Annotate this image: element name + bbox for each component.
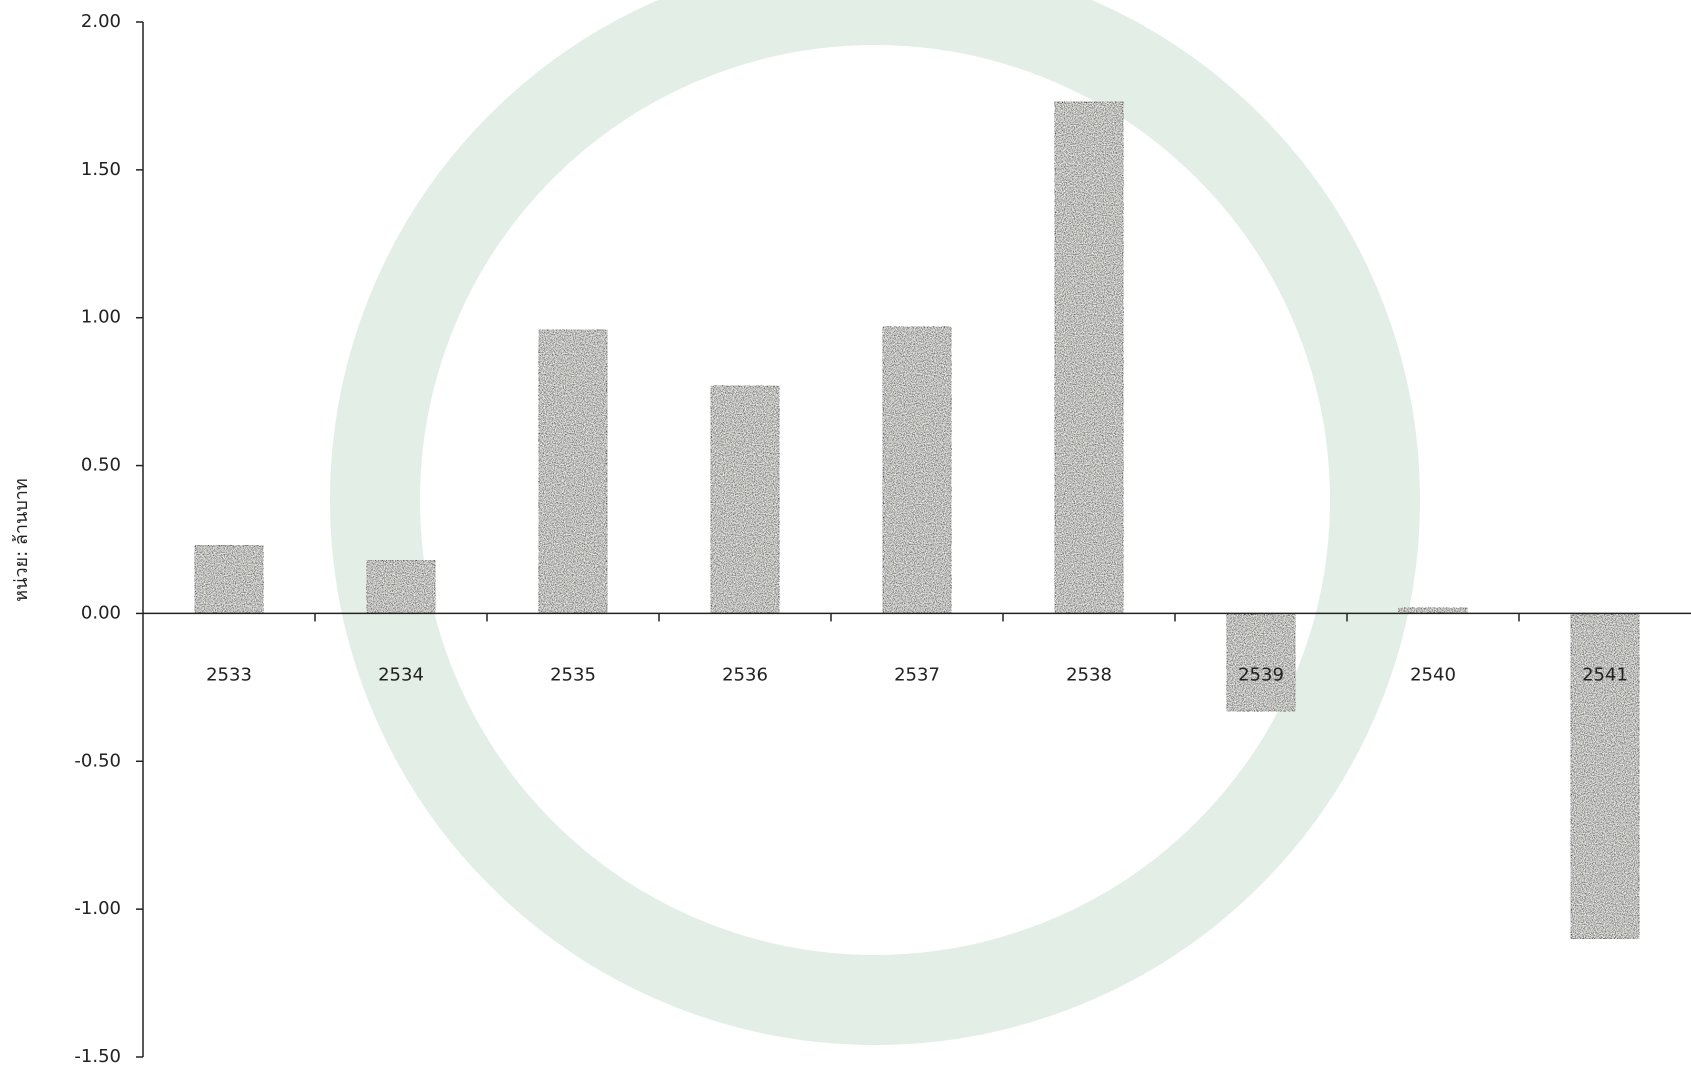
y-tick-label: -1.50 <box>74 1046 121 1067</box>
watermark <box>330 0 1420 1045</box>
x-tick-label: 2540 <box>1410 664 1456 685</box>
x-tick-label: 2541 <box>1582 664 1628 685</box>
x-tick-label: 2536 <box>722 664 768 685</box>
x-tick-label: 2534 <box>378 664 424 685</box>
bar <box>365 559 437 615</box>
y-axis-label: หน่วย: ล้านบาท <box>11 478 32 601</box>
y-tick-label: 2.00 <box>81 11 121 32</box>
bar <box>1569 612 1641 940</box>
bar <box>193 544 265 615</box>
y-tick-label: 0.00 <box>81 602 121 623</box>
x-tick-label: 2533 <box>206 664 252 685</box>
x-tick-label: 2537 <box>894 664 940 685</box>
bar <box>881 325 953 615</box>
x-tick-label: 2535 <box>550 664 596 685</box>
bar <box>537 328 609 615</box>
x-tick-label: 2539 <box>1238 664 1284 685</box>
y-tick-label: -0.50 <box>74 750 121 771</box>
y-tick-label: -1.00 <box>74 898 121 919</box>
bar <box>1225 612 1297 713</box>
x-tick-label: 2538 <box>1066 664 1112 685</box>
bar <box>1397 606 1469 615</box>
y-tick-label: 0.50 <box>81 455 121 476</box>
bar <box>1053 100 1125 615</box>
y-tick-label: 1.50 <box>81 159 121 180</box>
y-tick-label: 1.00 <box>81 307 121 328</box>
bar <box>709 384 781 615</box>
